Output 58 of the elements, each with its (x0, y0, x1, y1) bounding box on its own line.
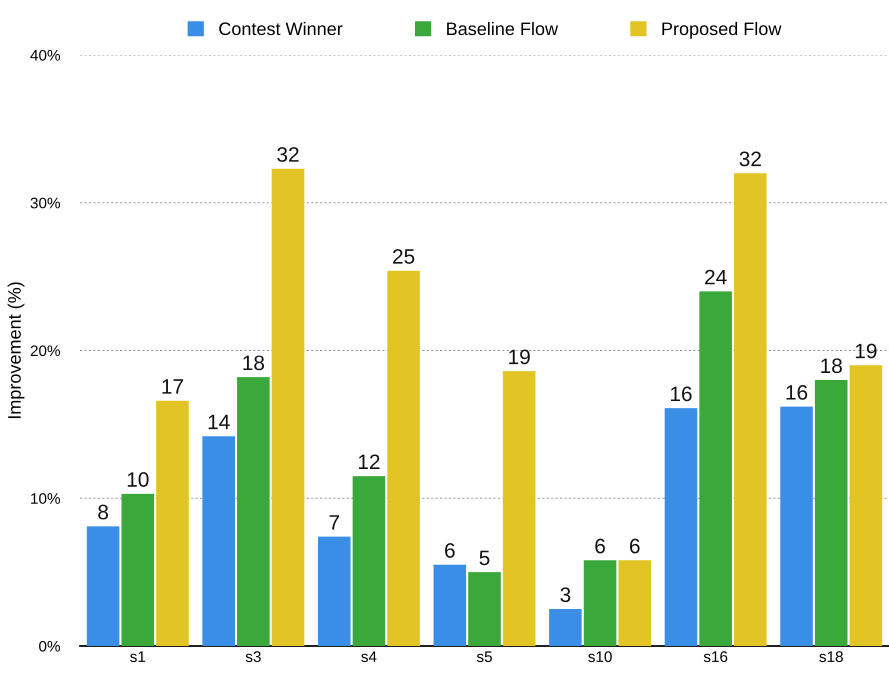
y-tick-label: 10% (31, 493, 60, 504)
data-label: 16 (786, 384, 808, 400)
bar (121, 494, 154, 646)
data-label: 6 (595, 538, 605, 554)
bar (202, 436, 235, 646)
bar (734, 173, 767, 646)
data-label: 18 (821, 358, 842, 374)
bar (584, 560, 616, 646)
data-label: 12 (358, 454, 380, 469)
x-tick-label: s1 (130, 651, 146, 662)
data-label: 32 (277, 147, 299, 162)
legend-label: Proposed Flow (662, 22, 782, 39)
legend-label: Baseline Flow (447, 22, 558, 36)
data-label: 19 (509, 350, 530, 364)
bar (387, 270, 420, 646)
bar (850, 365, 882, 646)
data-label: 18 (243, 355, 264, 370)
data-label: 24 (705, 270, 727, 284)
bar (549, 609, 582, 646)
y-axis-title: Improvement (%) (8, 282, 24, 418)
data-label: 25 (393, 249, 414, 264)
bar (86, 526, 120, 646)
data-label: 32 (740, 152, 761, 166)
legend-label: Contest Winner (219, 22, 342, 36)
data-label: 17 (162, 379, 183, 394)
bar (699, 291, 732, 646)
data-label: 5 (480, 550, 490, 566)
bar (502, 371, 536, 646)
bar (664, 408, 698, 646)
bar (814, 380, 848, 646)
data-label: 16 (670, 386, 692, 402)
x-tick-label: s18 (819, 651, 843, 662)
data-label: 14 (208, 414, 230, 430)
x-tick-label: s16 (704, 651, 728, 662)
y-tick-label: 30% (30, 198, 60, 208)
y-tick-label: 20% (30, 345, 60, 356)
x-tick-label: s3 (246, 651, 261, 662)
x-tick-label: s10 (588, 651, 612, 662)
x-tick-label: s4 (361, 651, 377, 662)
data-label: 6 (445, 543, 455, 558)
y-tick-label: 0% (39, 640, 60, 652)
data-label: 19 (856, 344, 876, 358)
bar (780, 406, 813, 646)
bar (618, 560, 652, 646)
data-label: 6 (630, 538, 640, 554)
bar (237, 377, 270, 646)
data-label: 7 (330, 515, 340, 530)
data-label: 3 (560, 587, 570, 602)
bar (434, 564, 466, 646)
data-label: 8 (98, 504, 108, 520)
bar (468, 572, 501, 646)
bar (352, 476, 386, 646)
x-tick-label: s5 (476, 651, 492, 662)
bar (156, 400, 189, 646)
bar (272, 168, 304, 646)
data-label: 10 (128, 472, 149, 487)
bar (318, 536, 351, 646)
y-tick-label: 40% (30, 50, 60, 61)
